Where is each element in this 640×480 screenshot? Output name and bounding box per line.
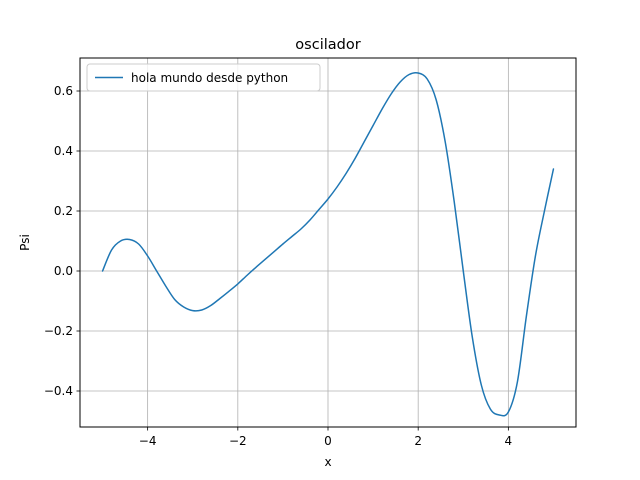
- x-axis-label: x: [324, 455, 331, 469]
- legend-label: hola mundo desde python: [131, 71, 288, 85]
- x-tick-label: 2: [414, 434, 422, 448]
- y-tick-label: 0.2: [54, 204, 73, 218]
- grid: [80, 58, 576, 427]
- plot-lines: [101, 71, 555, 417]
- ticks: −4 −2 0 2 4 −0.4 −0.2 0.0 0.2 0.4 0.6: [44, 84, 512, 448]
- y-tick-label: 0.0: [54, 264, 73, 278]
- y-tick-label: 0.4: [54, 144, 73, 158]
- x-tick-label: 0: [324, 434, 332, 448]
- y-tick-label: −0.2: [44, 324, 73, 338]
- x-tick-label: 4: [505, 434, 513, 448]
- y-axis-label: Psi: [18, 234, 32, 251]
- legend-box: [86, 63, 321, 92]
- x-tick-label: −2: [229, 434, 247, 448]
- x-tick-label: −4: [139, 434, 157, 448]
- series-line: [101, 71, 555, 417]
- legend: hola mundo desde python: [86, 63, 321, 92]
- y-tick-label: −0.4: [44, 384, 73, 398]
- y-tick-label: 0.6: [54, 84, 73, 98]
- chart-title: oscilador: [295, 37, 360, 53]
